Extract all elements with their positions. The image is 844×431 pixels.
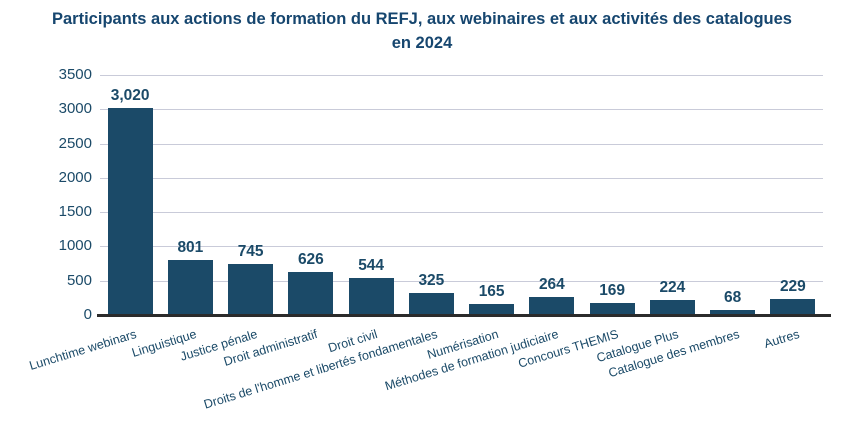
bar [649,299,695,315]
y-tick-label: 3500 [58,66,92,83]
plot-area: 3,020 801 745 626 544 325 165 264 169 224 68 229 [100,75,823,315]
bar [107,107,153,315]
bar [770,299,816,315]
x-tick-label: Lunchtime webinars [27,327,139,373]
bar-value-label: 325 [418,271,445,289]
bar [288,272,334,315]
bar [469,303,515,315]
bar [348,277,394,315]
gridline [100,246,823,248]
bar [589,303,635,315]
y-tick-label: 2000 [58,168,92,186]
y-axis: 0 500 1000 1500 2000 2500 3000 3500 [28,66,92,323]
y-tick-label: 0 [83,306,92,323]
bar-value-label: 801 [177,239,204,257]
bar-value-label: 165 [478,282,505,300]
gridline [100,143,823,145]
gridline [100,177,823,179]
bar [228,263,274,315]
bar-value-label: 544 [358,256,385,274]
y-tick-label: 3000 [58,100,92,118]
bar-value-label: 169 [599,282,626,300]
bar-value-label: 745 [237,242,264,260]
gridline [100,109,823,111]
x-axis: Lunchtime webinars Linguistique Justice pé… [28,321,823,429]
x-tick-label: Autres [762,327,801,351]
y-tick-label: 500 [66,271,92,289]
x-axis-line [97,314,831,317]
chart-title: Participants aux actions de formation du… [52,10,792,52]
bar-value-label: 3,020 [110,86,150,104]
bar-value-label: 264 [538,275,565,293]
bar-value-label: 224 [659,278,686,296]
bar-value-label: 229 [779,278,806,296]
bar [710,310,756,315]
gridline [100,75,823,76]
y-tick-label: 1500 [58,203,92,221]
bar [408,292,454,315]
gridline [100,212,823,214]
gridline [100,280,823,282]
bar [529,296,575,315]
y-tick-label: 1000 [58,237,92,255]
bar-value-label: 626 [297,251,324,269]
bar [167,260,213,315]
bar-value-label: 68 [724,289,742,307]
y-tick-label: 2500 [58,134,92,152]
